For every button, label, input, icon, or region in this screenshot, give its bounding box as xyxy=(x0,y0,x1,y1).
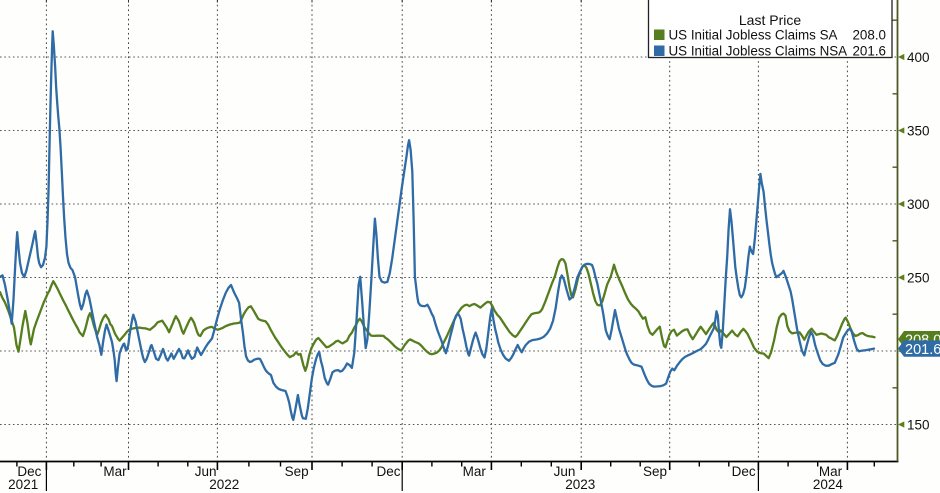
svg-text:201.6: 201.6 xyxy=(905,342,940,358)
svg-text:Sep: Sep xyxy=(643,464,667,479)
svg-text:Sep: Sep xyxy=(285,464,309,479)
svg-text:Dec: Dec xyxy=(376,464,400,479)
svg-text:208.0: 208.0 xyxy=(852,28,886,43)
svg-text:Mar: Mar xyxy=(463,464,487,479)
svg-text:2021: 2021 xyxy=(8,477,38,492)
svg-text:2024: 2024 xyxy=(813,477,844,492)
svg-text:US Initial Jobless Claims SA: US Initial Jobless Claims SA xyxy=(669,28,838,43)
svg-text:400: 400 xyxy=(907,50,930,65)
svg-text:Mar: Mar xyxy=(819,464,843,479)
svg-text:150: 150 xyxy=(907,417,930,432)
svg-text:201.6: 201.6 xyxy=(852,44,886,59)
svg-text:350: 350 xyxy=(907,123,930,138)
svg-text:US Initial Jobless Claims NSA: US Initial Jobless Claims NSA xyxy=(669,44,848,59)
svg-text:Last Price: Last Price xyxy=(739,12,801,28)
svg-text:2023: 2023 xyxy=(565,477,595,492)
svg-text:Dec: Dec xyxy=(17,464,41,479)
svg-text:Jun: Jun xyxy=(554,464,576,479)
svg-text:Dec: Dec xyxy=(732,464,756,479)
svg-text:Jun: Jun xyxy=(195,464,217,479)
svg-text:300: 300 xyxy=(907,197,930,212)
svg-text:250: 250 xyxy=(907,270,930,285)
svg-text:2022: 2022 xyxy=(209,477,239,492)
svg-text:Mar: Mar xyxy=(103,464,127,479)
